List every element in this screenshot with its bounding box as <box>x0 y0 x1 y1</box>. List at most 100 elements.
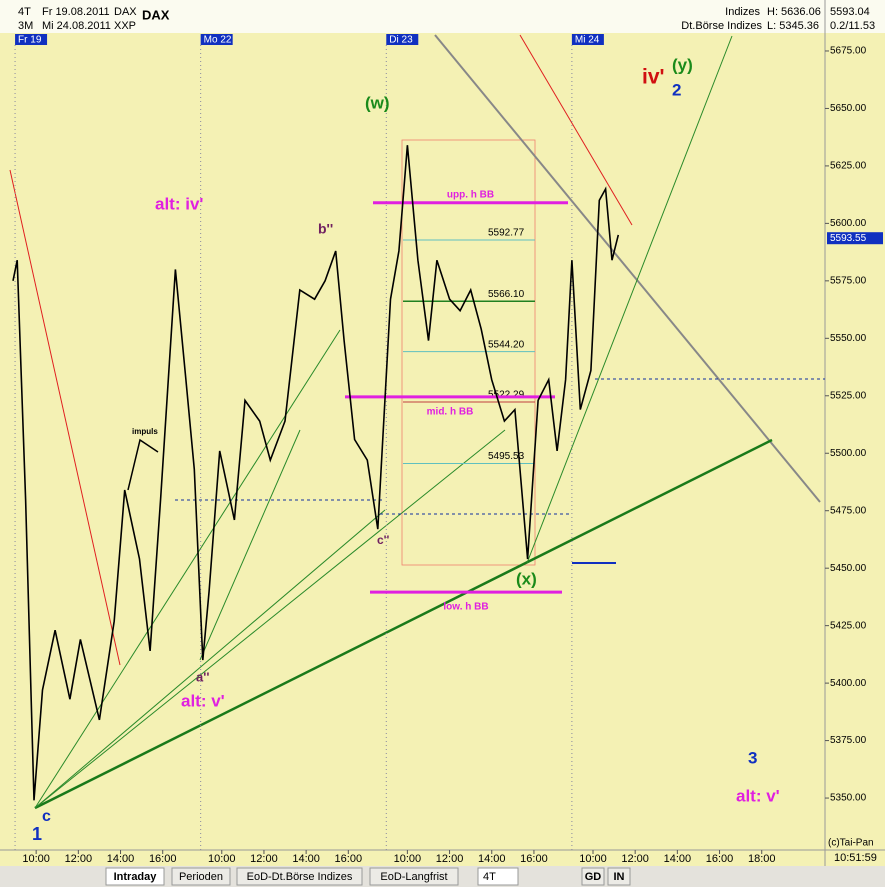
header-text: Mi 24.08.2011 <box>42 20 111 32</box>
header-text: 4T <box>18 6 31 18</box>
range-box <box>401 139 536 566</box>
day-label: Di 23 <box>389 35 413 46</box>
x-tick-label: 16:00 <box>706 853 734 865</box>
y-tick-label: 5575.00 <box>830 275 867 286</box>
toolbar-items: Intraday Perioden EoD-Dt.Börse Indizes EoD-… <box>105 867 631 886</box>
period-label[interactable]: 4T <box>483 871 496 883</box>
tab-label[interactable]: EoD-Langfrist <box>380 871 447 883</box>
header-text: Fr 19.08.2011 <box>42 6 110 18</box>
x-tick-label: 12:00 <box>250 853 278 865</box>
arrow <box>127 438 159 491</box>
tab-label[interactable]: EoD-Dt.Börse Indizes <box>247 871 353 883</box>
x-tick-label: 16:00 <box>520 853 548 865</box>
header-text: 0.2/11.53 <box>830 20 875 32</box>
button-label[interactable]: IN <box>614 871 625 883</box>
level-label: 5544.20 <box>488 339 525 350</box>
trend-line <box>34 429 506 809</box>
day-label-box <box>15 34 48 45</box>
annotation: iv' <box>642 66 665 89</box>
day-label: Mo 22 <box>204 35 232 46</box>
y-tick-label: 5550.00 <box>830 333 867 344</box>
annotation: alt: iv' <box>155 194 203 213</box>
y-tick-label: 5625.00 <box>830 161 867 172</box>
x-tick-label: 10:00 <box>22 853 50 865</box>
clock: 10:51:59 <box>834 852 877 864</box>
x-tick-label: 16:00 <box>149 853 177 865</box>
x-tick-label: 14:00 <box>292 853 320 865</box>
annotation: b'' <box>318 221 333 237</box>
trend-line <box>9 169 121 666</box>
y-tick-label: 5675.00 <box>830 46 867 57</box>
band-label: mid. h BB <box>427 407 474 418</box>
tab-label[interactable]: Intraday <box>114 871 158 883</box>
x-tick-label: 12:00 <box>436 853 464 865</box>
trend-line <box>526 35 733 564</box>
x-tick-label: 10:00 <box>579 853 607 865</box>
y-tick-label: 5350.00 <box>830 793 867 804</box>
header-text: 5593.04 <box>830 6 870 18</box>
y-tick-label: 5400.00 <box>830 678 867 689</box>
button[interactable] <box>607 867 631 886</box>
header-text: L: 5345.36 <box>767 20 819 32</box>
annotation: a'' <box>196 669 209 684</box>
annotation: impuls <box>132 427 158 436</box>
y-tick-label: 5450.00 <box>830 563 867 574</box>
x-tick-label: 14:00 <box>478 853 506 865</box>
tab[interactable] <box>171 867 231 886</box>
annotation: (w) <box>365 93 390 112</box>
level-label: 5592.77 <box>488 228 525 239</box>
last-price-box <box>827 232 883 245</box>
price-line <box>12 145 620 801</box>
y-tick-label: 5425.00 <box>830 620 867 631</box>
tab[interactable] <box>105 867 165 886</box>
button[interactable] <box>581 867 605 886</box>
annotation: alt: v' <box>181 691 225 710</box>
header-text: H: 5636.06 <box>767 6 821 18</box>
annotation: c <box>42 808 51 825</box>
y-tick-label: 5475.00 <box>830 505 867 516</box>
band-label: low. h BB <box>443 602 488 613</box>
trend-line <box>199 429 301 661</box>
day-label-box <box>571 34 604 45</box>
y-tick-label: 5375.00 <box>830 735 867 746</box>
x-tick-label: 12:00 <box>621 853 649 865</box>
trend-line <box>34 509 386 809</box>
header-text: 3M <box>18 20 33 32</box>
trend-line <box>34 438 773 810</box>
day-label: Fr 19 <box>18 35 42 46</box>
tab[interactable] <box>369 867 459 886</box>
annotation: 1 <box>32 824 42 844</box>
trend-line <box>434 34 821 503</box>
y-tick-label: 5525.00 <box>830 390 867 401</box>
last-price-label: 5593.55 <box>830 233 867 244</box>
day-label-box <box>386 34 419 45</box>
trend-line <box>519 34 633 226</box>
header-text: XXP <box>114 20 136 32</box>
day-label-box <box>200 34 233 45</box>
header-text: DAX <box>114 6 137 18</box>
day-label: Mi 24 <box>575 35 600 46</box>
y-tick-label: 5650.00 <box>830 103 867 114</box>
button-label[interactable]: GD <box>585 871 602 883</box>
level-label: 5566.10 <box>488 289 525 300</box>
x-tick-label: 14:00 <box>664 853 692 865</box>
header-bar <box>0 0 885 33</box>
y-tick-label: 5600.00 <box>830 218 867 229</box>
band-label: upp. h BB <box>447 189 494 200</box>
annotation: (x) <box>516 569 537 588</box>
trend-line <box>34 329 341 809</box>
x-tick-label: 18:00 <box>748 853 776 865</box>
tab[interactable] <box>236 867 363 886</box>
x-tick-label: 10:00 <box>208 853 236 865</box>
annotation: (y) <box>672 55 693 74</box>
tab-label[interactable]: Perioden <box>179 871 223 883</box>
header-text: Dt.Börse Indizes <box>681 20 762 32</box>
annotation: c'' <box>377 533 390 547</box>
x-tick-label: 14:00 <box>107 853 135 865</box>
period-select[interactable] <box>477 867 519 886</box>
copyright: (c)Tai-Pan <box>828 838 874 849</box>
x-tick-label: 16:00 <box>335 853 363 865</box>
level-label: 5495.53 <box>488 451 525 462</box>
